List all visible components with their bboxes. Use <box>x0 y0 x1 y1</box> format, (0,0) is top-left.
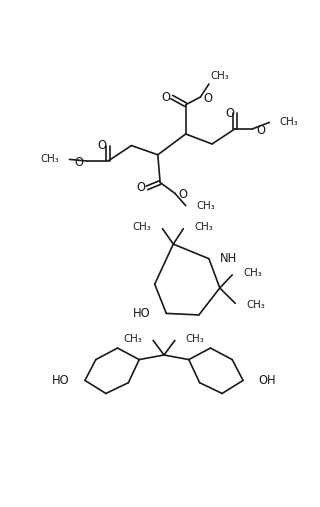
Text: CH₃: CH₃ <box>279 118 298 127</box>
Text: CH₃: CH₃ <box>246 300 265 310</box>
Text: CH₃: CH₃ <box>243 268 262 278</box>
Text: O: O <box>136 182 145 194</box>
Text: O: O <box>98 139 107 152</box>
Text: O: O <box>256 124 265 137</box>
Text: O: O <box>178 188 187 201</box>
Text: HO: HO <box>52 374 69 387</box>
Text: CH₃: CH₃ <box>196 201 215 210</box>
Text: O: O <box>75 156 84 169</box>
Text: HO: HO <box>133 307 151 320</box>
Text: CH₃: CH₃ <box>211 71 229 81</box>
Text: CH₃: CH₃ <box>186 334 204 344</box>
Text: OH: OH <box>259 374 276 387</box>
Text: O: O <box>225 106 234 120</box>
Text: CH₃: CH₃ <box>124 334 142 344</box>
Text: CH₃: CH₃ <box>133 222 152 232</box>
Text: CH₃: CH₃ <box>41 155 60 164</box>
Text: O: O <box>204 92 212 105</box>
Text: CH₃: CH₃ <box>194 222 213 232</box>
Text: NH: NH <box>220 252 237 265</box>
Text: O: O <box>162 91 171 103</box>
